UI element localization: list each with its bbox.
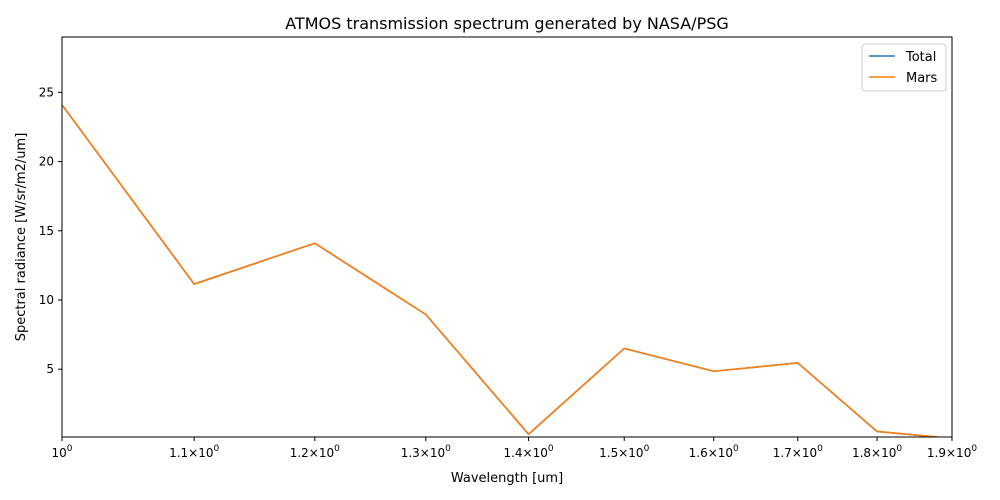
series-line-mars (62, 104, 938, 437)
plot-area (61, 36, 953, 438)
x-axis: 100 1.1×100 1.2×100 1.3×100 1.4×100 1.5×100 1.… (51, 437, 977, 460)
x-tick-label: 1.1×100 (169, 444, 219, 460)
x-tick-label: 100 (51, 444, 72, 460)
y-tick-label: 25 (39, 85, 54, 99)
x-tick-label: 1.3×100 (401, 444, 451, 460)
x-axis-label: Wavelength [um] (451, 471, 563, 486)
y-tick-label: 5 (46, 362, 54, 376)
y-axis: 5 10 15 20 25 (39, 85, 62, 376)
y-tick-label: 10 (39, 293, 54, 307)
series-line-total (62, 104, 938, 437)
chart-title: ATMOS transmission spectrum generated by… (285, 14, 729, 33)
y-tick-label: 20 (39, 155, 54, 169)
x-tick-label: 1.9×100 (927, 444, 977, 460)
y-axis-label: Spectral radiance [W/sr/m2/um] (14, 133, 29, 342)
x-tick-label: 1.8×100 (852, 444, 902, 460)
x-tick-label: 1.5×100 (599, 444, 649, 460)
legend-label-mars: Mars (906, 71, 938, 86)
x-tick-label: 1.7×100 (773, 444, 823, 460)
x-tick-label: 1.2×100 (290, 444, 340, 460)
y-tick-label: 15 (39, 224, 54, 238)
plot-frame (61, 36, 953, 438)
legend: Total Mars (861, 43, 947, 92)
x-tick-label: 1.6×100 (689, 444, 739, 460)
legend-label-total: Total (905, 50, 936, 65)
x-tick-label: 1.4×100 (503, 444, 553, 460)
